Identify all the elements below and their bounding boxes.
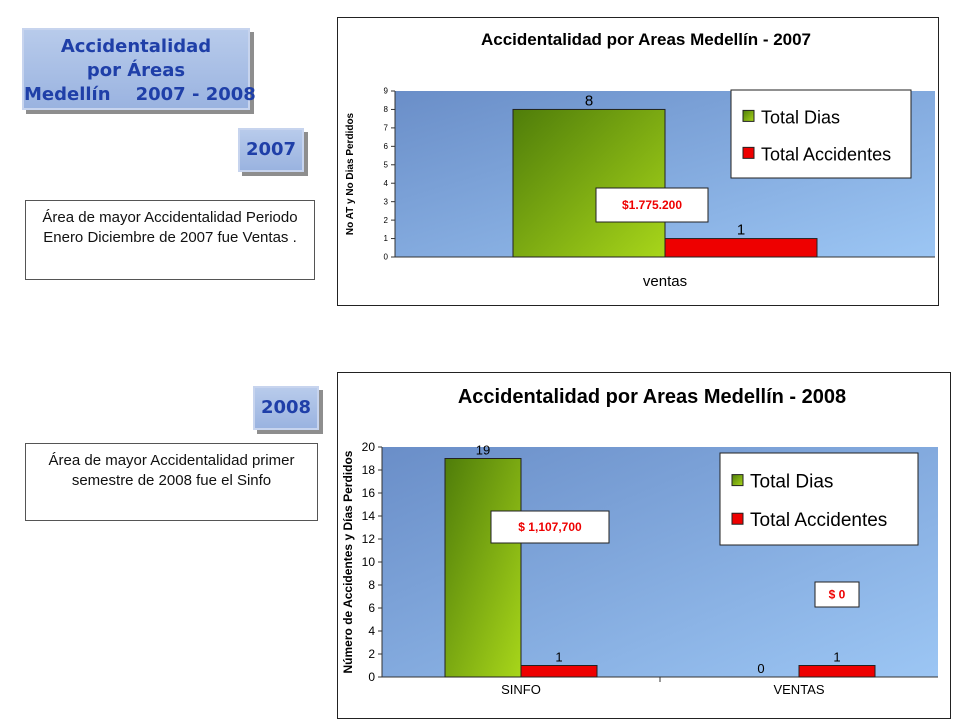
legend-swatch — [742, 109, 755, 122]
bar-total-accidentes — [664, 238, 818, 258]
legend-box — [730, 89, 912, 179]
y-tick-label: 14 — [362, 509, 376, 523]
y-tick-label: 0 — [384, 253, 389, 262]
legend-label: Total Dias — [761, 107, 840, 127]
legend-label: Total Dias — [750, 472, 833, 493]
y-tick-label: 4 — [384, 179, 389, 188]
chart-title: Accidentalidad por Areas Medellín - 2007 — [481, 30, 811, 49]
bar-total-accidentes — [798, 665, 876, 678]
data-label: 1 — [737, 222, 745, 239]
y-axis-label: Número de Accidentes y Días Perdidos — [341, 450, 355, 673]
chart-2007-box: Accidentalidad por Areas Medellín - 2007… — [337, 17, 939, 306]
chart-2008-box: Accidentalidad por Areas Medellín - 2008… — [337, 372, 951, 719]
y-tick-label: 4 — [368, 624, 375, 638]
x-tick-label: ventas — [643, 273, 687, 290]
bar-total-accidentes — [520, 665, 598, 678]
legend-swatch — [731, 512, 744, 525]
y-tick-label: 8 — [368, 578, 375, 592]
title-line-1: Accidentalidad — [60, 36, 212, 57]
y-axis-label: No AT y No Dias Perdidos — [345, 112, 356, 235]
title-line-2: por Áreas — [86, 60, 186, 81]
data-label: 0 — [757, 661, 764, 676]
data-label: 1 — [555, 650, 562, 665]
y-tick-label: 9 — [384, 87, 389, 96]
cost-annotation-box — [814, 581, 860, 608]
bar-total-dias — [512, 108, 666, 258]
y-tick-label: 7 — [384, 124, 389, 133]
year-2007-badge: 2007 — [238, 128, 304, 172]
note-2007: Área de mayor Accidentalidad Periodo Ene… — [25, 200, 315, 280]
title-badge: Accidentalidad por Áreas Medellín 2007 -… — [22, 28, 256, 110]
y-tick-label: 12 — [362, 532, 376, 546]
y-tick-label: 16 — [362, 486, 376, 500]
data-label: 1 — [833, 650, 840, 665]
legend-label: Total Accidentes — [761, 144, 891, 164]
legend-label: Total Accidentes — [750, 510, 887, 531]
cost-annotation-box — [490, 510, 610, 544]
y-tick-label: 0 — [368, 670, 375, 684]
chart-2008: Accidentalidad por Areas Medellín - 2008… — [341, 386, 938, 697]
x-tick-label: SINFO — [501, 682, 541, 697]
legend-swatch — [742, 146, 755, 159]
y-tick-label: 10 — [362, 555, 376, 569]
y-tick-label: 20 — [362, 440, 376, 454]
chart-2007: Accidentalidad por Areas Medellín - 2007… — [345, 30, 935, 290]
x-tick-label: VENTAS — [773, 682, 824, 697]
y-tick-label: 6 — [368, 601, 375, 615]
legend-swatch — [731, 474, 744, 487]
cost-annotation: $ 1,107,700 — [518, 520, 582, 534]
cost-annotation: $ 0 — [829, 588, 846, 602]
legend-box — [719, 452, 919, 546]
y-tick-label: 6 — [384, 142, 389, 151]
chart-title: Accidentalidad por Areas Medellín - 2008 — [458, 386, 846, 408]
y-tick-label: 18 — [362, 463, 376, 477]
y-tick-label: 5 — [384, 160, 389, 169]
y-tick-label: 3 — [384, 197, 389, 206]
y-tick-label: 2 — [384, 216, 389, 225]
y-tick-label: 8 — [384, 105, 389, 114]
y-tick-label: 2 — [368, 647, 375, 661]
bar-total-dias — [444, 458, 522, 678]
title-line-3: Medellín 2007 - 2008 — [24, 84, 256, 105]
note-2008: Área de mayor Accidentalidad primer seme… — [25, 443, 318, 521]
data-label: 19 — [476, 443, 490, 458]
year-2008-badge: 2008 — [253, 386, 319, 430]
data-label: 8 — [585, 92, 593, 109]
y-tick-label: 1 — [384, 234, 389, 243]
cost-annotation: $1.775.200 — [622, 198, 682, 212]
cost-annotation-box — [595, 187, 709, 223]
